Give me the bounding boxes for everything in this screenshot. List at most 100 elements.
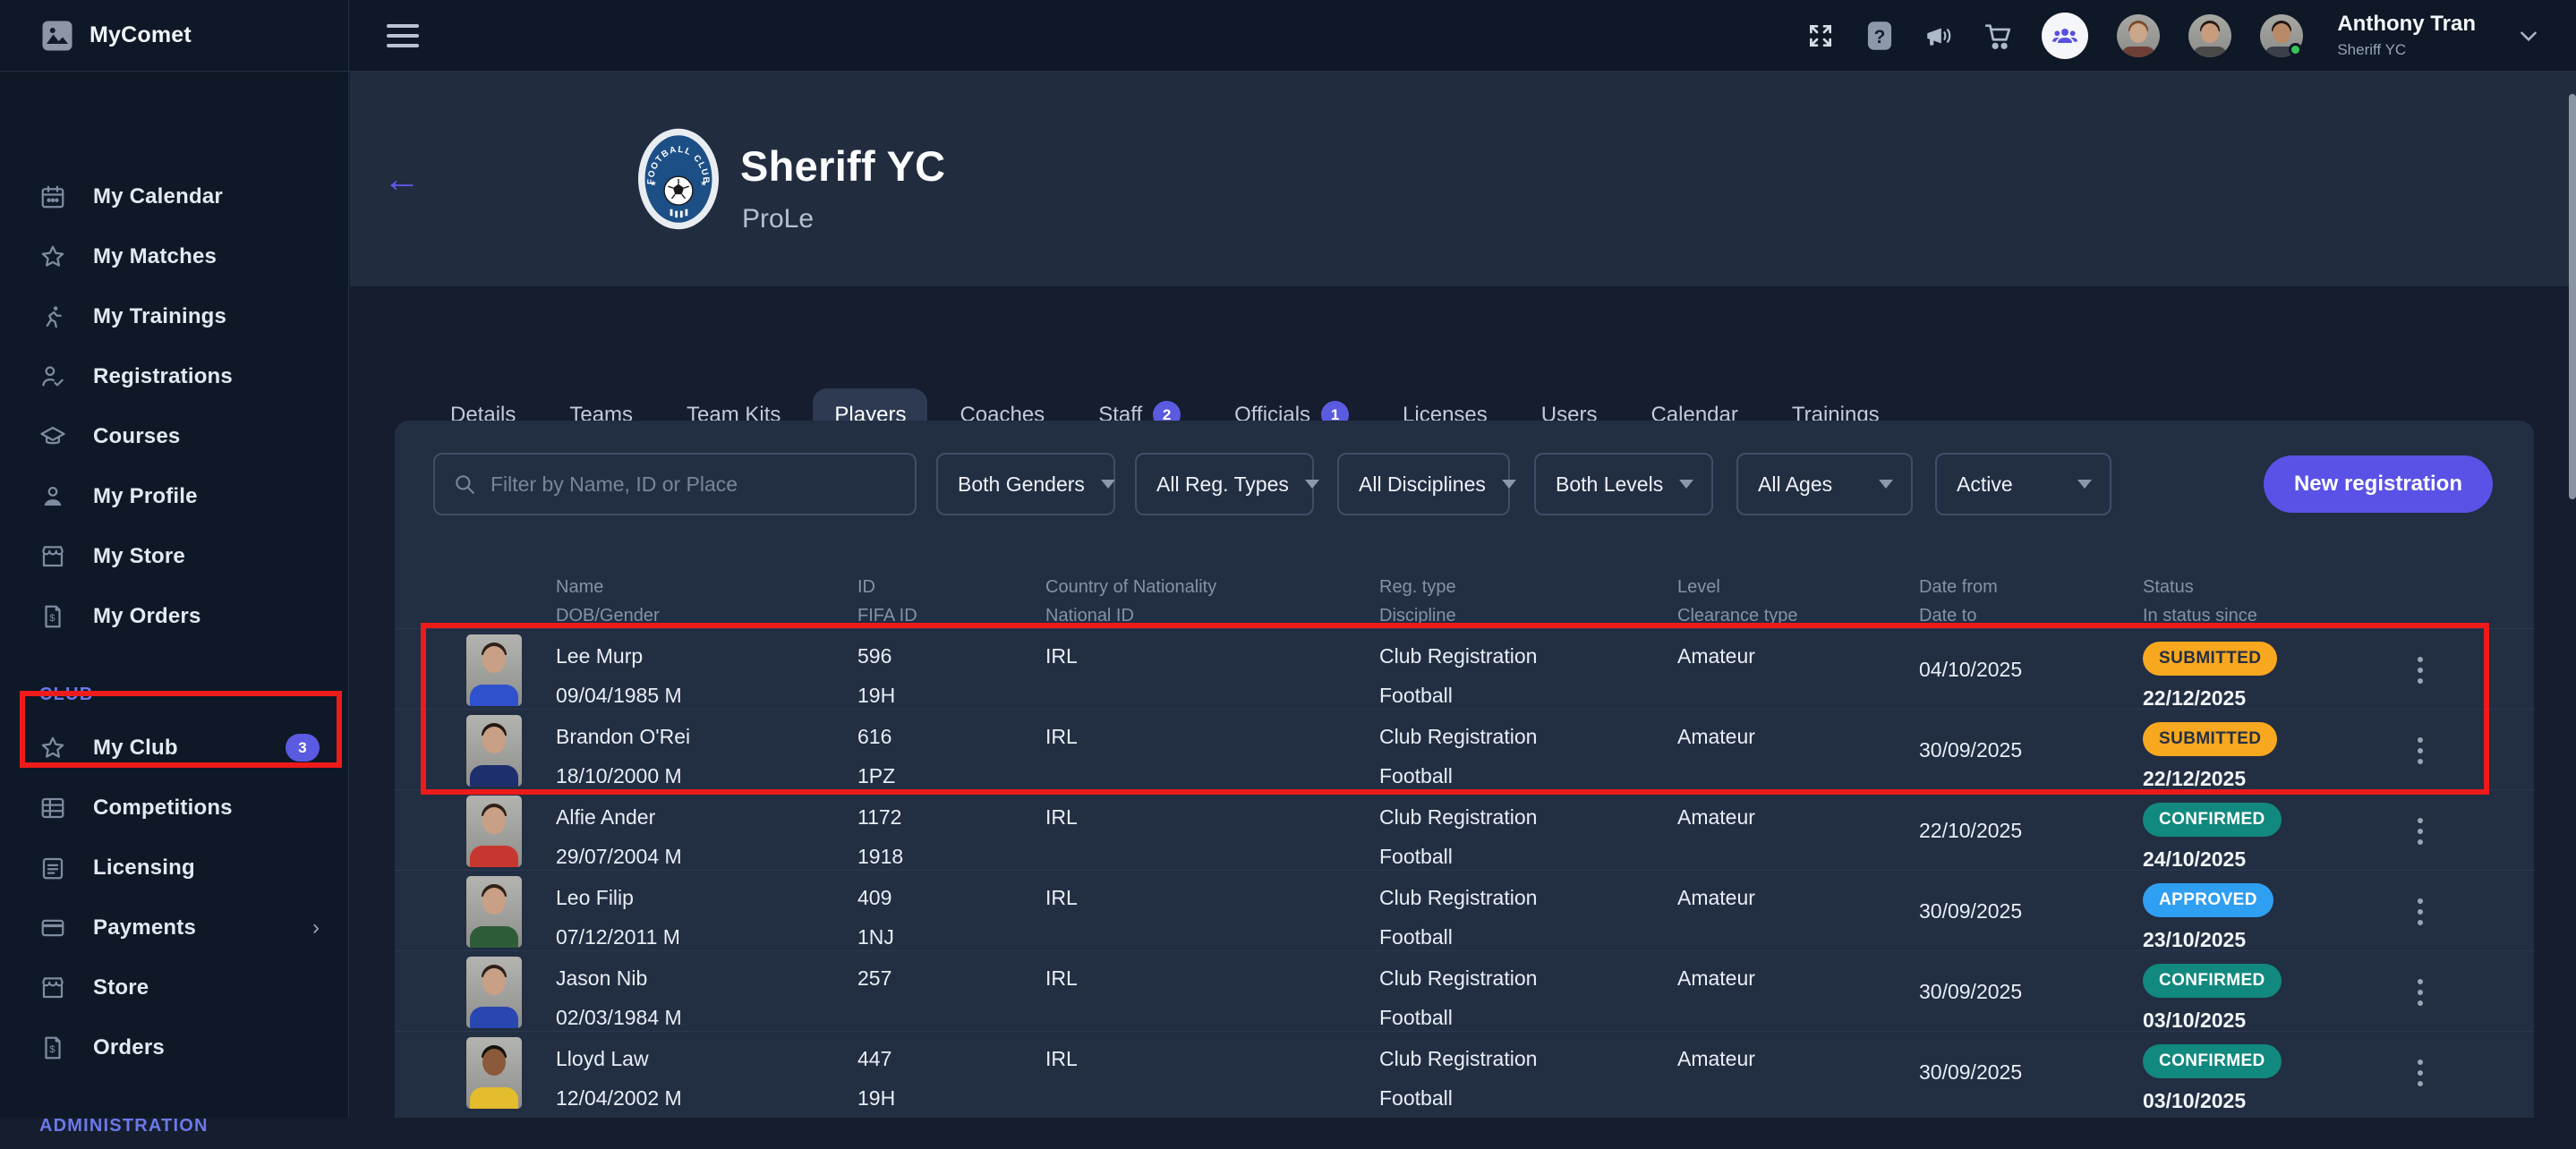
caret-down-icon (1679, 480, 1694, 489)
graduation-cap-icon (40, 426, 65, 444)
search-icon (456, 475, 474, 494)
gender-filter-dropdown[interactable]: Both Genders (936, 453, 1115, 515)
top-bar: MyComet ? (0, 0, 2576, 72)
cart-icon[interactable] (1983, 21, 2013, 51)
announcements-megaphone-icon[interactable] (1923, 21, 1954, 51)
level-filter-dropdown[interactable]: Both Levels (1534, 453, 1713, 515)
player-fifa-id: 19H (857, 684, 896, 707)
status-filter-dropdown[interactable]: Active (1935, 453, 2111, 515)
table-row[interactable]: Lloyd Law 12/04/2002 M 447 19H IRL Club Re… (395, 1031, 2534, 1113)
row-actions-kebab-icon[interactable] (2367, 629, 2474, 711)
new-registration-button[interactable]: New registration (2263, 455, 2493, 513)
sidebar-section-club: CLUB (39, 685, 94, 704)
search-input[interactable] (490, 472, 897, 497)
discipline: Football (1379, 1086, 1453, 1110)
table-row[interactable]: Alfie Ander 29/07/2004 M 1172 1918 IRL Clu… (395, 789, 2534, 872)
sidebar-item-competitions[interactable]: Competitions (0, 778, 348, 838)
table-row[interactable]: Leo Filip 07/12/2011 M 409 1NJ IRL Club Re… (395, 870, 2534, 952)
table-row[interactable]: Lee Murp 09/04/1985 M 596 19H IRL Club Reg… (395, 628, 2534, 711)
date-from: 22/10/2025 (1919, 819, 2023, 842)
reg-type-filter-dropdown[interactable]: All Reg. Types (1135, 453, 1319, 515)
reg-type: Club Registration (1379, 886, 1538, 909)
person-check-icon (42, 365, 64, 386)
avatar[interactable] (2117, 13, 2161, 57)
level: Amateur (1677, 886, 1755, 909)
storefront-icon (42, 976, 64, 998)
club-subtitle: ProLe (742, 204, 815, 234)
player-country: IRL (1045, 644, 1078, 668)
chevron-down-icon[interactable] (2517, 24, 2540, 47)
sidebar-item-courses[interactable]: Courses (0, 406, 348, 466)
sidebar-section-administration: ADMINISTRATION (39, 1116, 209, 1136)
age-filter-dropdown[interactable]: All Ages (1736, 453, 1913, 515)
discipline: Football (1379, 1006, 1453, 1029)
date-from: 30/09/2025 (1919, 980, 2023, 1003)
player-id: 1172 (857, 805, 902, 829)
back-arrow-icon[interactable]: ← (383, 157, 421, 200)
player-fifa-id: 1918 (857, 845, 904, 868)
license-icon (42, 857, 64, 879)
caret-down-icon (1304, 480, 1319, 489)
table-row[interactable]: Jason Nib 02/03/1984 M 257 IRL Club Regis… (395, 950, 2534, 1033)
avatar-current-user[interactable] (2260, 13, 2304, 57)
player-dob: 02/03/1984 M (556, 1006, 682, 1029)
level: Amateur (1677, 966, 1755, 990)
status-badge: SUBMITTED (2143, 642, 2278, 676)
svg-text:$: $ (49, 613, 55, 624)
sidebar-item-licensing[interactable]: Licensing (0, 838, 348, 898)
player-country: IRL (1045, 966, 1078, 990)
date-from: 30/09/2025 (1919, 899, 2023, 923)
player-id: 616 (857, 725, 892, 748)
user-menu[interactable]: Anthony Tran Sheriff YC (2337, 12, 2476, 59)
sidebar-item-my-profile[interactable]: My Profile (0, 466, 348, 526)
player-dob: 29/07/2004 M (556, 845, 682, 868)
caret-down-icon (1100, 480, 1115, 489)
app-logo-image-icon (41, 20, 73, 52)
sidebar-item-my-calendar[interactable]: My Calendar (0, 166, 348, 226)
player-fifa-id: 1PZ (857, 764, 896, 787)
discipline-filter-dropdown[interactable]: All Disciplines (1337, 453, 1516, 515)
fullscreen-icon[interactable] (1805, 21, 1836, 51)
table-header: Name DOB/Gender ID FIFA ID Country of Nati… (556, 577, 2257, 626)
caret-down-icon (1879, 480, 1893, 489)
player-country: IRL (1045, 805, 1078, 829)
row-actions-kebab-icon[interactable] (2367, 1032, 2474, 1113)
player-dob: 12/04/2002 M (556, 1086, 682, 1110)
player-photo (466, 956, 522, 1028)
star-icon (41, 245, 64, 267)
person-icon (44, 486, 62, 506)
sidebar-item-my-matches[interactable]: My Matches (0, 226, 348, 286)
player-name: Jason Nib (556, 966, 648, 990)
svg-text:★: ★ (700, 179, 707, 188)
status-since: 03/10/2025 (2143, 1009, 2247, 1032)
player-name: Brandon O'Rei (556, 725, 691, 748)
status-badge: CONFIRMED (2143, 803, 2282, 837)
sidebar-item-orders[interactable]: $ Orders (0, 1017, 348, 1077)
page-scrollbar[interactable] (2569, 94, 2576, 499)
row-actions-kebab-icon[interactable] (2367, 790, 2474, 872)
sidebar-item-payments[interactable]: Payments › (0, 898, 348, 958)
player-photo (466, 795, 522, 867)
player-country: IRL (1045, 1047, 1078, 1070)
menu-hamburger-icon[interactable] (387, 23, 419, 47)
sidebar-item-registrations[interactable]: Registrations (0, 346, 348, 406)
credit-card-icon (41, 919, 64, 936)
row-actions-kebab-icon[interactable] (2367, 710, 2474, 791)
row-actions-kebab-icon[interactable] (2367, 951, 2474, 1033)
sidebar-item-my-trainings[interactable]: My Trainings (0, 286, 348, 346)
search-box[interactable] (433, 453, 917, 515)
status-since: 22/12/2025 (2143, 767, 2247, 790)
sidebar-item-my-club[interactable]: My Club 3 (0, 718, 348, 778)
help-icon[interactable]: ? (1864, 21, 1895, 51)
club-header: ← FOOTBALL CLUB ★ ★ Sheriff YC ProLe (350, 72, 2576, 286)
page-title: Sheriff YC (740, 142, 946, 190)
table-row[interactable]: Brandon O'Rei 18/10/2000 M 616 1PZ IRL Clu… (395, 709, 2534, 791)
sidebar-item-store[interactable]: Store (0, 958, 348, 1017)
discipline: Football (1379, 845, 1453, 868)
avatar[interactable] (2188, 13, 2232, 57)
player-fifa-id: 1NJ (857, 925, 894, 949)
sidebar-item-my-orders[interactable]: $ My Orders (0, 586, 348, 646)
people-group-icon[interactable] (2042, 12, 2089, 59)
row-actions-kebab-icon[interactable] (2367, 871, 2474, 952)
sidebar-item-my-store[interactable]: My Store (0, 526, 348, 586)
